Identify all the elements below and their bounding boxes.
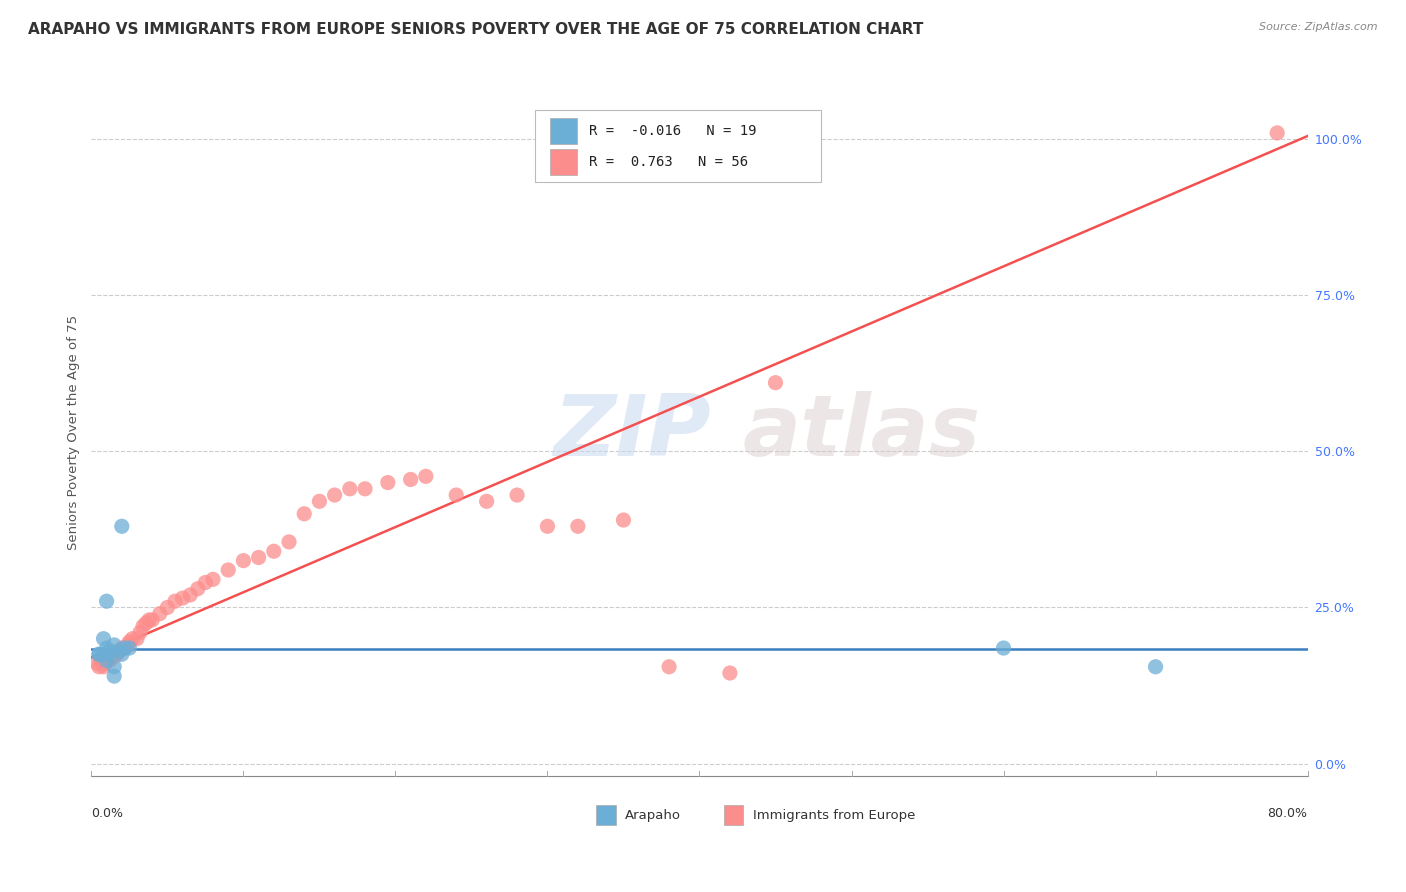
Point [163,594,186,608]
Point [475,494,498,508]
Point [125,632,148,646]
Point [232,553,254,567]
Point [993,640,1015,655]
Point [567,519,589,533]
Point [87,648,110,662]
Point [98,653,121,667]
Point [98,648,121,662]
Point [118,635,141,649]
Point [96,594,118,608]
Point [135,615,157,630]
Point [172,591,194,606]
Point [217,563,239,577]
Point [179,588,201,602]
Point [149,607,172,621]
Point [194,575,217,590]
Point [444,488,467,502]
Point [1265,126,1288,140]
Point [86,657,108,671]
Point [114,640,136,655]
Point [202,573,225,587]
Point [765,376,787,390]
Point [247,550,270,565]
Point [658,660,681,674]
Point [339,482,361,496]
Text: ZIP: ZIP [554,391,711,475]
Point [132,619,155,633]
Point [111,648,134,662]
Bar [596,805,616,825]
Point [89,653,111,667]
Point [97,650,120,665]
Point [93,632,115,646]
Bar [724,805,744,825]
Point [118,640,141,655]
Point [103,648,125,662]
Point [96,653,118,667]
Text: Immigrants from Europe: Immigrants from Europe [754,809,915,822]
FancyBboxPatch shape [536,110,821,182]
Point [93,660,115,674]
Point [263,544,285,558]
Text: atlas: atlas [742,391,980,475]
Point [107,644,129,658]
Bar [550,119,576,145]
Point [100,650,122,665]
Point [536,519,558,533]
Text: R =  -0.016   N = 19: R = -0.016 N = 19 [589,125,756,138]
Text: 80.0%: 80.0% [1268,807,1308,820]
Point [1144,660,1167,674]
Point [718,665,741,680]
Point [138,613,160,627]
Point [87,660,110,674]
Point [107,644,129,658]
Point [156,600,179,615]
Point [93,648,115,662]
Point [187,582,209,596]
Text: ARAPAHO VS IMMIGRANTS FROM EUROPE SENIORS POVERTY OVER THE AGE OF 75 CORRELATION: ARAPAHO VS IMMIGRANTS FROM EUROPE SENIOR… [28,22,924,37]
Point [114,640,136,655]
Point [111,519,134,533]
Point [292,507,315,521]
Text: Arapaho: Arapaho [626,809,682,822]
Text: R =  0.763   N = 56: R = 0.763 N = 56 [589,154,748,169]
Y-axis label: Seniors Poverty Over the Age of 75: Seniors Poverty Over the Age of 75 [67,315,80,550]
Point [612,513,634,527]
Point [103,669,125,683]
Point [94,657,117,671]
Bar [550,149,576,175]
Point [278,534,301,549]
Text: Source: ZipAtlas.com: Source: ZipAtlas.com [1260,22,1378,32]
Point [121,632,143,646]
Point [103,638,125,652]
Point [105,648,128,662]
Point [399,473,422,487]
Point [98,644,121,658]
Point [377,475,399,490]
Point [354,482,377,496]
Point [323,488,346,502]
Point [141,613,163,627]
Point [308,494,330,508]
Point [415,469,437,483]
Point [111,640,134,655]
Point [506,488,529,502]
Point [87,648,110,662]
Point [101,650,124,665]
Point [104,648,127,662]
Text: 0.0%: 0.0% [91,807,124,820]
Point [96,640,118,655]
Point [129,625,152,640]
Point [96,653,118,667]
Point [103,660,125,674]
Point [117,638,139,652]
